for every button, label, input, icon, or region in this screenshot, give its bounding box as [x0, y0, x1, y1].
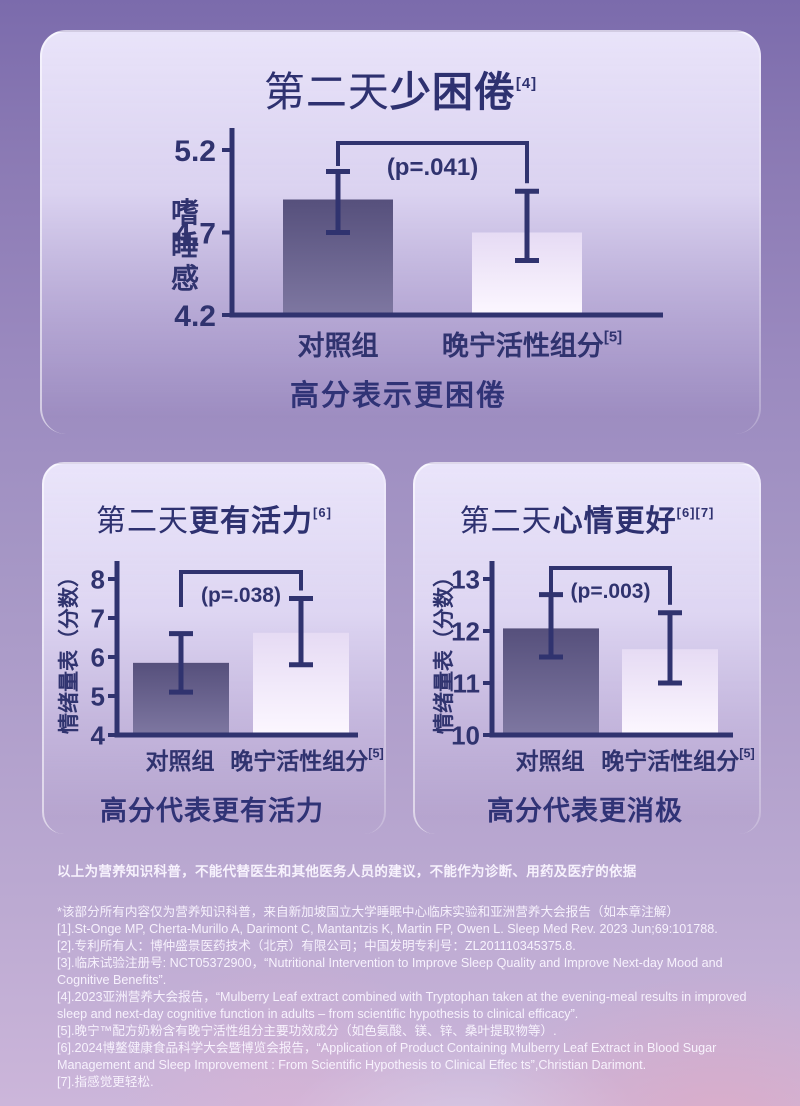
y-tick-label: 4.2 [174, 300, 216, 333]
y-tick-label: 7 [91, 603, 105, 633]
reference-item: [3].临床试验注册号: NCT05372900，“Nutritional In… [57, 956, 723, 987]
y-axis-label: 睡 [171, 230, 199, 261]
title-bold: 少困倦 [389, 69, 516, 115]
disclaimer-text: 以上为营养知识科普，不能代替医生和其他医务人员的建议，不能作为诊断、用药及医疗的… [57, 864, 637, 879]
reference-item: [6].2024博鳌健康食品科学大会暨博览会报告，“Application of… [57, 1041, 717, 1072]
energy-title: 第二天更有活力[6] [44, 464, 384, 540]
p-value-label: (p=.038) [201, 584, 281, 607]
title-footnote-marker: [6][7] [676, 505, 715, 520]
mood-caption: 高分代表更消极 [487, 796, 683, 826]
x-category-label: 晚宁活性组分[5] [601, 747, 754, 775]
title-prefix: 第二天 [459, 505, 553, 538]
references-note: *该部分所有内容仅为营养知识科普，来自新加坡国立大学睡眠中心临床实验和亚洲营养大… [57, 905, 679, 919]
next-day-sleepiness-chart: 5.2 4.7 4.2 嗜睡感 (p=.041) 对照组 晚宁活性组分[5] [171, 128, 663, 362]
x-category-label: 对照组 [516, 748, 585, 774]
y-tick-label: 8 [91, 564, 105, 594]
y-tick-label: 10 [451, 720, 480, 750]
y-tick-label: 13 [451, 564, 480, 594]
title-prefix: 第二天 [96, 505, 190, 538]
title-footnote-marker: [4] [515, 75, 538, 92]
y-tick-label: 5 [91, 681, 105, 711]
reference-item: [7].指感觉更轻松. [57, 1075, 154, 1089]
title-prefix: 第二天 [263, 69, 390, 115]
p-value-label: (p=.003) [571, 580, 651, 603]
sleepiness-card: 第二天少困倦[4] [40, 30, 761, 434]
x-category-label: 晚宁活性组分[5] [442, 330, 622, 362]
x-category-label: 对照组 [298, 330, 379, 361]
x-category-label: 晚宁活性组分[5] [230, 747, 383, 775]
energy-caption: 高分代表更有活力 [100, 796, 324, 826]
reference-item: [5].晚宁™配方奶粉含有晚宁活性组分主要功效成分（如色氨酸、镁、锌、桑叶提取物… [57, 1024, 557, 1038]
footnotes-section: 以上为营养知识科普，不能代替医生和其他医务人员的建议，不能作为诊断、用药及医疗的… [57, 860, 762, 1091]
reference-items: [1].St-Onge MP, Cherta-Murillo A, Darimo… [57, 921, 762, 1091]
p-value-label: (p=.041) [387, 154, 478, 181]
y-axis-label: 情绪量表（分数） [432, 566, 456, 734]
x-category-label: 对照组 [146, 748, 215, 774]
mood-title: 第二天心情更好[6][7] [415, 464, 759, 540]
next-day-energy-chart: 8 7 6 5 4 情绪量表（分数） (p=.038) 对照组 晚宁活性组分[5] [57, 561, 384, 775]
reference-item: [1].St-Onge MP, Cherta-Murillo A, Darimo… [57, 922, 718, 936]
sleepiness-caption: 高分表示更困倦 [289, 380, 507, 412]
y-tick-label: 12 [451, 616, 480, 646]
reference-item: [4].2023亚洲营养大会报告，“Mulberry Leaf extract … [57, 990, 747, 1021]
title-bold: 心情更好 [552, 505, 677, 538]
y-tick-label: 11 [453, 668, 481, 698]
references-list: *该部分所有内容仅为营养知识科普，来自新加坡国立大学睡眠中心临床实验和亚洲营养大… [57, 904, 762, 1091]
y-axis-label: 情绪量表（分数） [57, 566, 81, 734]
y-axis-label: 嗜 [171, 197, 199, 228]
title-bold: 更有活力 [189, 505, 314, 538]
title-footnote-marker: [6] [313, 505, 332, 520]
y-axis-label: 感 [171, 263, 199, 294]
y-tick-label: 4.7 [174, 217, 216, 250]
y-tick-label: 5.2 [174, 135, 216, 168]
y-tick-label: 6 [91, 642, 105, 672]
y-tick-label: 4 [91, 720, 106, 750]
reference-item: [2].专利所有人：博仲盛景医药技术（北京）有限公司；中国发明专利号：ZL201… [57, 939, 576, 953]
sleepiness-title: 第二天少困倦[4] [42, 32, 759, 118]
